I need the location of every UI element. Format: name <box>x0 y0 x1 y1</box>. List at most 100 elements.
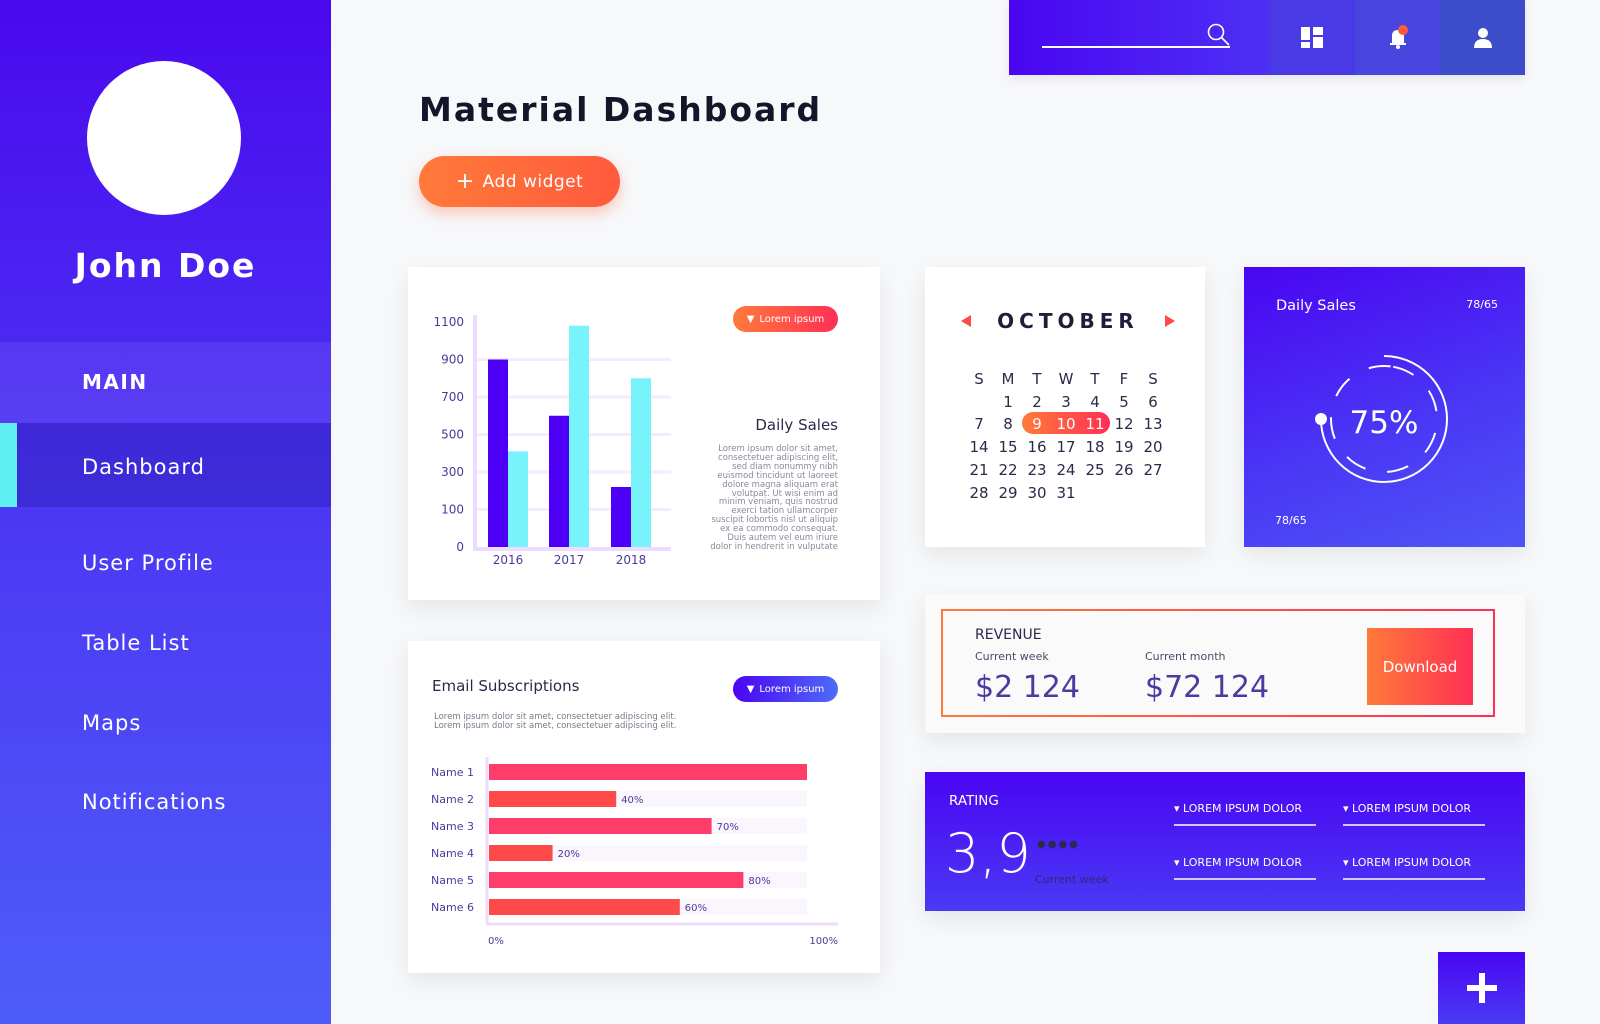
rating-dropdown[interactable]: ▾ LOREM IPSUM DOLOR <box>1343 856 1485 880</box>
sidebar-item-dashboard[interactable] <box>0 423 331 507</box>
user-menu-button[interactable] <box>1440 0 1525 75</box>
email-subscriptions-card: Email Subscriptions ▼ Lorem ipsum Lorem i… <box>408 641 880 973</box>
calendar-day[interactable]: 15 <box>998 438 1017 456</box>
calendar-day[interactable]: 26 <box>1114 461 1133 479</box>
x-tick-label: 2017 <box>554 553 585 567</box>
sidebar-item-table-list[interactable]: Table List <box>82 631 190 655</box>
bar-2016-0 <box>488 359 508 547</box>
lorem-dropdown-pill[interactable]: ▼ Lorem ipsum <box>733 306 838 332</box>
rating-dropdown[interactable]: ▾ LOREM IPSUM DOLOR <box>1174 802 1316 826</box>
calendar-day[interactable]: 10 <box>1056 415 1075 433</box>
calendar-day[interactable]: 16 <box>1027 438 1046 456</box>
dropdown-label: LOREM IPSUM DOLOR <box>1183 802 1303 815</box>
next-month-arrow-icon[interactable] <box>1165 315 1175 327</box>
calendar-day[interactable]: 3 <box>1061 393 1071 411</box>
calendar-day[interactable]: 17 <box>1056 438 1075 456</box>
description-line: consectetuer adipiscing elit, <box>718 452 838 463</box>
description-line: minim veniam, quis nostrud <box>718 497 838 508</box>
calendar-day[interactable]: 28 <box>969 484 988 502</box>
section-label: MAIN <box>82 370 148 394</box>
revenue-card: REVENUE Current week $2 124 Current mont… <box>925 594 1525 733</box>
notification-badge <box>1397 24 1408 35</box>
calendar-day[interactable]: 30 <box>1027 484 1046 502</box>
calendar-day[interactable]: 13 <box>1143 415 1162 433</box>
calendar-day[interactable]: 18 <box>1085 438 1104 456</box>
calendar-day[interactable]: 5 <box>1119 393 1129 411</box>
calendar-day[interactable]: 21 <box>969 461 988 479</box>
add-widget-button[interactable]: + Add widget <box>419 156 620 207</box>
selected-range <box>1022 412 1110 434</box>
search-icon[interactable] <box>1206 22 1232 48</box>
weekday-label: T <box>1031 370 1042 388</box>
dashboard-grid-button[interactable] <box>1270 0 1355 75</box>
value-label: 70% <box>717 822 739 833</box>
calendar-day[interactable]: 25 <box>1085 461 1104 479</box>
search-input[interactable] <box>1041 22 1221 46</box>
pill-label: Lorem ipsum <box>759 313 825 325</box>
calendar-day[interactable]: 4 <box>1090 393 1100 411</box>
card-description: Lorem ipsum dolor sit amet, consectetuer… <box>434 713 676 731</box>
calendar-day[interactable]: 24 <box>1056 461 1075 479</box>
pill-label: Lorem ipsum <box>759 683 825 695</box>
calendar-day[interactable]: 2 <box>1032 393 1042 411</box>
plus-icon: + <box>455 168 475 194</box>
y-tick-label: 700 <box>441 390 464 404</box>
lorem-dropdown-pill[interactable]: ▼ Lorem ipsum <box>733 676 838 702</box>
month-label: OCTOBER <box>997 309 1139 333</box>
weekday-label: S <box>974 370 984 388</box>
caret-down-icon: ▼ <box>746 313 755 325</box>
rating-dots: ●●●● <box>1037 839 1080 850</box>
email-subscriptions-bar-chart: Name 1 Name 2 40% Name 3 70% Name 4 20% Name 5 8… <box>431 757 838 947</box>
calendar-day[interactable]: 8 <box>1003 415 1013 433</box>
category-label: Name 3 <box>431 820 474 833</box>
calendar-day[interactable]: 20 <box>1143 438 1162 456</box>
active-indicator <box>0 423 17 507</box>
calendar-day[interactable]: 1 <box>1003 393 1013 411</box>
x-tick-label: 100% <box>809 936 838 947</box>
calendar-day[interactable]: 29 <box>998 484 1017 502</box>
sidebar-item-notifications[interactable]: Notifications <box>82 790 227 814</box>
calendar-day[interactable]: 19 <box>1114 438 1133 456</box>
calendar-day[interactable]: 22 <box>998 461 1017 479</box>
y-tick-label: 0 <box>456 540 464 554</box>
sidebar-item-maps[interactable]: Maps <box>82 711 142 735</box>
prev-month-arrow-icon[interactable] <box>961 315 971 327</box>
rating-title: RATING <box>949 793 999 809</box>
weekday-label: M <box>1002 370 1015 388</box>
bar-name-6 <box>489 899 680 915</box>
page-title: Material Dashboard <box>419 90 823 129</box>
calendar-day[interactable]: 27 <box>1143 461 1162 479</box>
add-fab-button[interactable] <box>1438 952 1525 1024</box>
rating-dropdown[interactable]: ▾ LOREM IPSUM DOLOR <box>1174 856 1316 880</box>
gauge-arc <box>1320 355 1448 483</box>
bar-2017-1 <box>569 325 589 547</box>
calendar-day[interactable]: 6 <box>1148 393 1158 411</box>
rating-dropdown[interactable]: ▾ LOREM IPSUM DOLOR <box>1343 802 1485 826</box>
user-icon <box>1473 27 1492 48</box>
calendar-day[interactable]: 11 <box>1085 415 1104 433</box>
avatar[interactable] <box>87 61 241 215</box>
gauge-percent: 75% <box>1349 405 1419 441</box>
calendar-card: OCTOBER S M T W T F S 1 2 3 4 5 6 7 8 9 10 11 12 13 14 15 16 17 1… <box>925 267 1205 547</box>
bar-2016-1 <box>508 451 528 547</box>
calendar-day[interactable]: 23 <box>1027 461 1046 479</box>
calendar-day[interactable]: 9 <box>1032 415 1042 433</box>
notifications-button[interactable] <box>1355 0 1440 75</box>
rating-card: RATING 3,9 ●●●● Current week ▾ LOREM IPS… <box>925 772 1525 911</box>
card-title: Daily Sales <box>1276 298 1356 314</box>
calendar-day[interactable]: 7 <box>974 415 984 433</box>
dropdown-label: LOREM IPSUM DOLOR <box>1352 856 1472 869</box>
category-label: Name 1 <box>431 766 474 779</box>
calendar-day[interactable]: 14 <box>969 438 988 456</box>
ratio-top: 78/65 <box>1466 298 1498 311</box>
y-tick-label: 500 <box>441 428 464 442</box>
calendar-day[interactable]: 12 <box>1114 415 1133 433</box>
calendar-day[interactable]: 31 <box>1056 484 1075 502</box>
sidebar-item-user-profile[interactable]: User Profile <box>82 551 214 575</box>
download-button[interactable]: Download <box>1367 628 1473 705</box>
sidebar-item-dashboard-label[interactable]: Dashboard <box>82 455 205 479</box>
section-band <box>0 342 331 423</box>
caret-down-icon: ▾ <box>1343 802 1349 815</box>
description-line: volutpat. Ut wisi enim ad <box>731 488 838 499</box>
y-tick-label: 1100 <box>433 315 464 329</box>
